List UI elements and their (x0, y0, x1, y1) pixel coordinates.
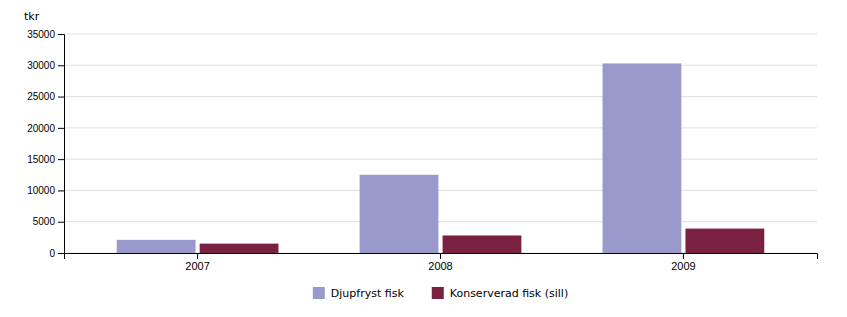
y-axis-label: tkr (24, 10, 40, 23)
legend-swatch (313, 287, 325, 299)
x-tick: 2007 (185, 253, 209, 272)
y-tick: 10000 (27, 185, 64, 196)
y-tick: 0 (49, 248, 64, 259)
y-tick-mark (58, 159, 64, 160)
legend-swatch (432, 287, 444, 299)
y-tick-label: 10000 (27, 185, 55, 196)
y-tick: 20000 (27, 123, 64, 134)
bar (443, 235, 522, 253)
bar-series (117, 63, 682, 253)
y-axis: 0 5000 10000 15000 20000 25000 30000 35000 (27, 29, 64, 259)
y-tick-mark (58, 128, 64, 129)
x-tick-mark (440, 253, 441, 259)
bar (117, 240, 196, 253)
y-tick-label: 15000 (27, 154, 55, 165)
y-tick-mark (58, 253, 64, 254)
grid-line (64, 96, 817, 97)
y-tick-label: 30000 (27, 60, 55, 71)
grid-line (64, 127, 817, 128)
y-tick-mark (58, 190, 64, 191)
grid-line (64, 190, 817, 191)
x-tick-label: 2008 (428, 260, 452, 272)
legend-label: Djupfryst fisk (331, 287, 405, 300)
grid-line (64, 34, 817, 35)
x-tick-label: 2007 (185, 260, 209, 272)
y-tick-label: 0 (49, 248, 55, 259)
y-axis-line (58, 35, 65, 254)
y-tick-mark (58, 222, 64, 223)
legend: Djupfryst fisk Konserverad fisk (sill) (313, 287, 568, 300)
legend-item: Djupfryst fisk (313, 287, 405, 300)
bar-series (200, 229, 765, 253)
x-axis: 2007 2008 2009 (65, 253, 818, 272)
grid-line (64, 159, 817, 160)
x-tick: 2008 (428, 253, 452, 272)
grid-line (64, 221, 817, 222)
y-tick-mark (58, 65, 64, 66)
bar (685, 229, 764, 253)
bars (117, 63, 765, 253)
x-tick-label: 2009 (671, 260, 695, 272)
legend-item: Konserverad fisk (sill) (432, 287, 568, 300)
grid (64, 34, 817, 253)
y-tick-label: 20000 (27, 123, 55, 134)
x-tick-mark (683, 253, 684, 259)
y-tick: 30000 (27, 60, 64, 71)
grid-line (64, 65, 817, 66)
legend-label: Konserverad fisk (sill) (450, 287, 568, 300)
y-tick-mark (58, 97, 64, 98)
y-tick-label: 35000 (27, 29, 55, 40)
x-tick-mark (197, 253, 198, 259)
y-tick: 25000 (27, 91, 64, 102)
bar (200, 244, 279, 253)
y-tick: 15000 (27, 154, 64, 165)
y-tick: 35000 (27, 29, 64, 40)
y-tick-label: 5000 (33, 216, 56, 227)
chart: 2007 2008 2009 0 5000 10000 15000 20000 25000 300… (0, 0, 847, 317)
y-tick-label: 25000 (27, 91, 55, 102)
x-tick: 2009 (671, 253, 695, 272)
bar (603, 63, 682, 253)
y-tick: 5000 (33, 216, 64, 227)
bar (360, 175, 439, 253)
x-axis-line (65, 254, 818, 260)
y-tick-mark (58, 34, 64, 35)
